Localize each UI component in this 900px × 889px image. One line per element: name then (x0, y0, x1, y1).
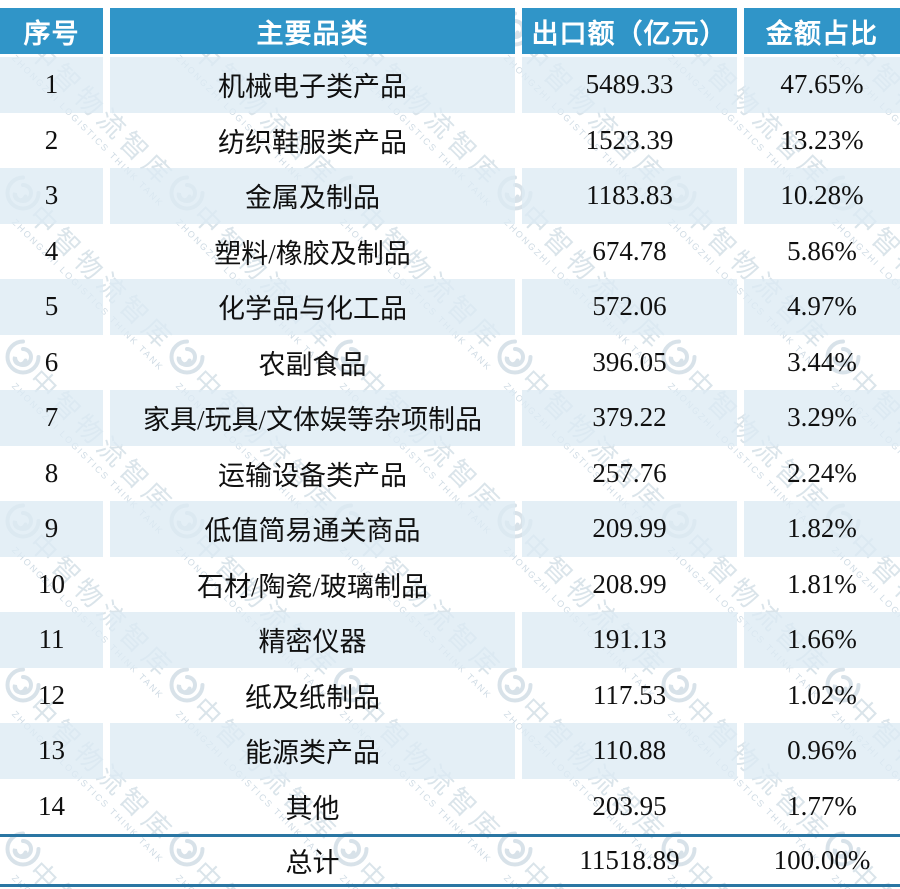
table-row: 10 石材/陶瓷/玻璃制品 208.99 1.81% (0, 557, 900, 613)
cell-index: 9 (0, 501, 103, 557)
table-row: 6 农副食品 396.05 3.44% (0, 335, 900, 391)
cell-value: 110.88 (522, 723, 737, 779)
cell-index (0, 837, 103, 884)
cell-share: 3.29% (744, 390, 900, 446)
table-row: 3 金属及制品 1183.83 10.28% (0, 168, 900, 224)
cell-value: 257.76 (592, 457, 667, 488)
cell-index: 11 (0, 612, 103, 668)
cell-value: 572.06 (522, 279, 737, 335)
cell-value: 674.78 (592, 235, 667, 266)
table-row: 8 运输设备类产品 257.76 2.24% (0, 446, 900, 502)
cell-share: 1.77% (787, 790, 857, 821)
cell-value: 209.99 (522, 501, 737, 557)
cell-value: 117.53 (592, 679, 667, 710)
cell-category: 其他 (285, 793, 340, 824)
cell-value: 203.95 (592, 790, 667, 821)
cell-share: 1.82% (744, 501, 900, 557)
cell-share: 100.00% (773, 845, 871, 875)
cell-index: 14 (38, 790, 65, 821)
cell-category: 石材/陶瓷/玻璃制品 (196, 571, 428, 602)
cell-category: 纺织鞋服类产品 (218, 127, 407, 158)
cell-share: 1.66% (744, 612, 900, 668)
table-row: 9 低值简易通关商品 209.99 1.82% (0, 501, 900, 557)
cell-category: 总计 (285, 848, 340, 878)
cell-index: 6 (44, 346, 59, 377)
cell-category: 运输设备类产品 (218, 460, 407, 491)
cell-category: 精密仪器 (110, 612, 515, 668)
table-row: 5 化学品与化工品 572.06 4.97% (0, 279, 900, 335)
table-total-row: 总计 11518.89 100.00% (0, 834, 900, 887)
cell-index: 13 (0, 723, 103, 779)
cell-index: 10 (38, 568, 65, 599)
table-row: 13 能源类产品 110.88 0.96% (0, 723, 900, 779)
cell-share: 13.23% (780, 124, 864, 155)
cell-index: 1 (0, 57, 103, 113)
cell-value: 1523.39 (585, 124, 674, 155)
cell-index: 2 (44, 124, 59, 155)
table-row: 7 家具/玩具/文体娱等杂项制品 379.22 3.29% (0, 390, 900, 446)
cell-share: 2.24% (787, 457, 857, 488)
cell-value: 396.05 (592, 346, 667, 377)
cell-value: 208.99 (592, 568, 667, 599)
table-row: 1 机械电子类产品 5489.33 47.65% (0, 57, 900, 113)
header-cell-category: 主要品类 (110, 8, 515, 54)
cell-share: 5.86% (787, 235, 857, 266)
header-cell-export-value: 出口额（亿元） (522, 8, 737, 54)
cell-share: 3.44% (787, 346, 857, 377)
cell-value: 5489.33 (522, 57, 737, 113)
cell-index: 4 (44, 235, 59, 266)
table-row: 4 塑料/橡胶及制品 674.78 5.86% (0, 224, 900, 280)
table-row: 12 纸及纸制品 117.53 1.02% (0, 668, 900, 724)
cell-share: 1.02% (787, 679, 857, 710)
cell-value: 191.13 (522, 612, 737, 668)
cell-index: 8 (44, 457, 59, 488)
header-cell-share: 金额占比 (744, 8, 900, 54)
cell-share: 47.65% (744, 57, 900, 113)
cell-category: 化学品与化工品 (110, 279, 515, 335)
cell-share: 0.96% (744, 723, 900, 779)
cell-share: 1.81% (787, 568, 857, 599)
table-row: 2 纺织鞋服类产品 1523.39 13.23% (0, 113, 900, 169)
cell-index: 7 (0, 390, 103, 446)
cell-value: 1183.83 (522, 168, 737, 224)
cell-category: 能源类产品 (110, 723, 515, 779)
cell-value: 11518.89 (579, 845, 680, 875)
table-row: 14 其他 203.95 1.77% (0, 779, 900, 835)
cell-share: 4.97% (744, 279, 900, 335)
cell-share: 10.28% (744, 168, 900, 224)
cell-category: 低值简易通关商品 (110, 501, 515, 557)
cell-index: 5 (0, 279, 103, 335)
cell-category: 家具/玩具/文体娱等杂项制品 (110, 390, 515, 446)
table-body: 1 机械电子类产品 5489.33 47.65% 2 纺织鞋服类产品 1523.39 13.2… (0, 57, 900, 834)
cell-category: 塑料/橡胶及制品 (214, 238, 411, 269)
cell-category: 纸及纸制品 (245, 682, 380, 713)
cell-value: 379.22 (522, 390, 737, 446)
table-header-row: 序号 主要品类 出口额（亿元） 金额占比 (0, 8, 900, 54)
cell-category: 金属及制品 (110, 168, 515, 224)
cell-index: 3 (0, 168, 103, 224)
cell-index: 12 (38, 679, 65, 710)
header-cell-index: 序号 (0, 8, 103, 54)
cell-category: 农副食品 (258, 349, 367, 380)
cell-category: 机械电子类产品 (110, 57, 515, 113)
table-row: 11 精密仪器 191.13 1.66% (0, 612, 900, 668)
